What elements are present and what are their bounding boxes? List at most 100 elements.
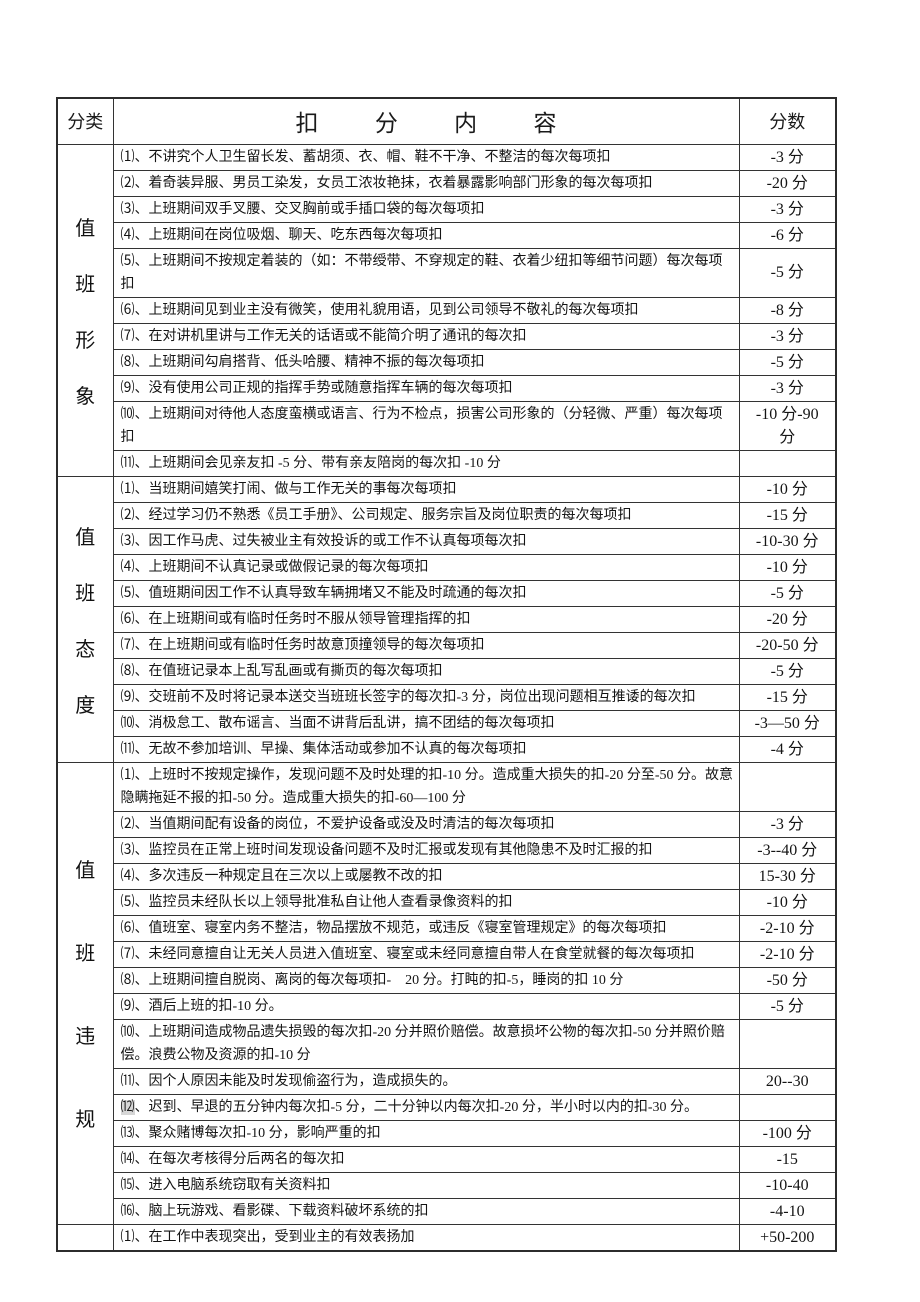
row-number: ⑼ xyxy=(120,689,135,705)
row-score: 20--30 xyxy=(738,1067,837,1095)
row-score: -3 分 xyxy=(738,322,837,350)
table-row: ⑻、上班期间勾肩搭背、低头哈腰、精神不振的每次每项扣 -5 分 xyxy=(57,348,837,376)
row-text: ⑼、酒后上班的扣-10 分。 xyxy=(112,992,740,1020)
row-score: -5 分 xyxy=(738,992,837,1020)
row-score: -10 分 xyxy=(738,888,837,916)
row-score xyxy=(738,1018,837,1069)
row-score: -20-50 分 xyxy=(738,631,837,659)
row-text: ⑹、值班室、寝室内务不整洁，物品摆放不规范，或违反《寝室管理规定》的每次每项扣 xyxy=(112,914,740,942)
row-number: ⑾ xyxy=(120,455,135,471)
table-row: ⒁、在每次考核得分后两名的每次扣 -15 xyxy=(57,1145,837,1173)
row-text: ⒀、聚众赌博每次扣-10 分，影响严重的扣 xyxy=(112,1119,740,1147)
row-number: ⑺ xyxy=(120,637,135,653)
row-score: -20 分 xyxy=(738,169,837,197)
row-text: ⑴、当班期间嬉笑打闹、做与工作无关的事每次每项扣 xyxy=(112,475,740,503)
category-label: 值班违规 xyxy=(58,854,113,1132)
row-number: ⑹ xyxy=(120,302,135,318)
row-text: ⑹、上班期间见到业主没有微笑，使用礼貌用语，见到公司领导不敬礼的每次每项扣 xyxy=(112,296,740,324)
row-number: ⒁ xyxy=(120,1151,135,1167)
row-number: ⑴ xyxy=(120,767,135,783)
row-number: ⑵ xyxy=(120,507,135,523)
category-column-header: 分类 xyxy=(56,97,114,145)
row-number: ⑵ xyxy=(120,175,135,191)
table-row: ⑵、着奇装异服、男员工染发，女员工浓妆艳抹，衣着暴露影响部门形象的每次每项扣 -2… xyxy=(57,169,837,197)
row-score: -10 分 xyxy=(738,475,837,503)
table-row: ⑿、迟到、早退的五分钟内每次扣-5 分，二十分钟以内每次扣-20 分，半小时以内… xyxy=(57,1093,837,1121)
row-number: ⑽ xyxy=(120,406,135,422)
row-number: ⑼ xyxy=(120,998,135,1014)
category-char: 班 xyxy=(75,273,96,296)
table-row: ⑾、上班期间会见亲友扣 -5 分、带有亲友陪岗的每次扣 -10 分 xyxy=(57,449,837,477)
row-text: ⑶、上班期间双手叉腰、交叉胸前或手插口袋的每次每项扣 xyxy=(112,195,740,223)
table-row: ⑶、上班期间双手叉腰、交叉胸前或手插口袋的每次每项扣 -3 分 xyxy=(57,195,837,223)
table-row: ⑷、上班期间在岗位吸烟、聊天、吃东西每次每项扣 -6 分 xyxy=(57,221,837,249)
row-score: -2-10 分 xyxy=(738,940,837,968)
table-body: 值班形象 ⑴、不讲究个人卫生留长发、蓄胡须、衣、帽、鞋不干净、不整洁的每次每项扣 -… xyxy=(56,143,837,1251)
row-number: ⑴ xyxy=(120,1229,135,1245)
row-number: ⑻ xyxy=(120,972,135,988)
table-row: ⑹、在上班期间或有临时任务时不服从领导管理指挥的扣 -20 分 xyxy=(57,605,837,633)
row-text: ⑷、上班期间在岗位吸烟、聊天、吃东西每次每项扣 xyxy=(112,221,740,249)
table-row: ⑸、监控员未经队长以上领导批准私自让他人查看录像资料的扣 -10 分 xyxy=(57,888,837,916)
table-row: 值班形象 ⑴、不讲究个人卫生留长发、蓄胡须、衣、帽、鞋不干净、不整洁的每次每项扣 -… xyxy=(56,143,837,477)
table-row: ⑵、当值期间配有设备的岗位，不爱护设备或没及时清洁的每次每项扣 -3 分 xyxy=(57,810,837,838)
row-text: ⑴、不讲究个人卫生留长发、蓄胡须、衣、帽、鞋不干净、不整洁的每次每项扣 xyxy=(112,143,740,171)
row-number: ⒀ xyxy=(120,1125,135,1141)
row-text: ⑷、多次违反一种规定且在三次以上或屡教不改的扣 xyxy=(112,862,740,890)
header-row: 分类 扣分内容 分数 xyxy=(56,97,837,145)
row-text: ⑻、在值班记录本上乱写乱画或有撕页的每次每项扣 xyxy=(112,657,740,685)
table-row: ⑽、上班期间造成物品遗失损毁的每次扣-20 分并照价赔偿。故意损坏公物的每次扣-… xyxy=(57,1018,837,1069)
row-score: -15 分 xyxy=(738,501,837,529)
category-char: 规 xyxy=(75,1109,96,1131)
row-number: ⑿ xyxy=(120,1099,135,1115)
table-row: ⑼、酒后上班的扣-10 分。 -5 分 xyxy=(57,992,837,1020)
table-row: ⑺、在对讲机里讲与工作无关的话语或不能简介明了通讯的每次扣 -3 分 xyxy=(57,322,837,350)
row-score: -15 分 xyxy=(738,683,837,711)
row-text: ⑺、在对讲机里讲与工作无关的话语或不能简介明了通讯的每次扣 xyxy=(112,322,740,350)
table-row: ⑹、值班室、寝室内务不整洁，物品摆放不规范，或违反《寝室管理规定》的每次每项扣 -… xyxy=(57,914,837,942)
row-number: ⑾ xyxy=(120,1073,135,1089)
row-text: ⑼、交班前不及时将记录本送交当班班长签字的每次扣-3 分，岗位出现问题相互推诿的… xyxy=(112,683,740,711)
category-label: 值班形象 xyxy=(58,212,113,409)
row-score: -2-10 分 xyxy=(738,914,837,942)
row-text: ⑽、消极怠工、散布谣言、当面不讲背后乱讲，搞不团结的每次每项扣 xyxy=(112,709,740,737)
category-char: 值 xyxy=(75,860,96,882)
table-row: ⑻、上班期间擅自脱岗、离岗的每次每项扣- 20 分。打盹的扣-5，睡岗的扣 10… xyxy=(57,966,837,994)
row-text: ⑴、在工作中表现突出，受到业主的有效表扬加 xyxy=(112,1223,740,1251)
table-row: ⑷、上班期间不认真记录或做假记录的每次每项扣 -10 分 xyxy=(57,553,837,581)
row-text: ⑾、上班期间会见亲友扣 -5 分、带有亲友陪岗的每次扣 -10 分 xyxy=(112,449,740,477)
category-char: 班 xyxy=(75,943,96,965)
row-text: ⑵、着奇装异服、男员工染发，女员工浓妆艳抹，衣着暴露影响部门形象的每次每项扣 xyxy=(112,169,740,197)
content-column-header: 扣分内容 xyxy=(112,97,740,145)
category-char: 值 xyxy=(75,526,96,549)
table-row: ⑼、没有使用公司正规的指挥手势或随意指挥车辆的每次每项扣 -3 分 xyxy=(57,374,837,402)
row-number: ⒃ xyxy=(120,1203,135,1219)
row-score: -3 分 xyxy=(738,143,837,171)
row-text: ⑶、监控员在正常上班时间发现设备问题不及时汇报或发现有其他隐患不及时汇报的扣 xyxy=(112,836,740,864)
row-number: ⑸ xyxy=(120,253,135,269)
row-score: 15-30 分 xyxy=(738,862,837,890)
table-row: 值班违规 ⑴、上班时不按规定操作，发现问题不及时处理的扣-10 分。造成重大损失的… xyxy=(56,761,837,1225)
category-cell: 值班态度 xyxy=(56,475,114,763)
category-char: 象 xyxy=(75,385,96,408)
category-char: 违 xyxy=(75,1026,96,1048)
row-text: ⑸、监控员未经队长以上领导批准私自让他人查看录像资料的扣 xyxy=(112,888,740,916)
table-row: ⑺、在上班期间或有临时任务时故意顶撞领导的每次每项扣 -20-50 分 xyxy=(57,631,837,659)
row-score: -5 分 xyxy=(738,247,837,298)
category-cell: 值班违规 xyxy=(56,761,114,1225)
content-column-header-text: 扣分内容 xyxy=(295,111,613,137)
row-score: -4 分 xyxy=(738,735,837,763)
row-score: -50 分 xyxy=(738,966,837,994)
category-char: 形 xyxy=(75,329,96,352)
category-char: 值 xyxy=(75,217,96,240)
row-score: -10 分 xyxy=(738,553,837,581)
row-score: -10 分-90 分 xyxy=(738,400,837,451)
table-row: ⑶、监控员在正常上班时间发现设备问题不及时汇报或发现有其他隐患不及时汇报的扣 -3… xyxy=(57,836,837,864)
row-number: ⑹ xyxy=(120,611,135,627)
row-text: ⑽、上班期间对待他人态度蛮横或语言、行为不检点，损害公司形象的（分轻微、严重）每… xyxy=(112,400,740,451)
row-score: -6 分 xyxy=(738,221,837,249)
table-row: ⑽、消极怠工、散布谣言、当面不讲背后乱讲，搞不团结的每次每项扣 -3—50 分 xyxy=(57,709,837,737)
score-column-header: 分数 xyxy=(738,97,837,145)
row-number: ⒂ xyxy=(120,1177,135,1193)
row-number: ⑺ xyxy=(120,946,135,962)
